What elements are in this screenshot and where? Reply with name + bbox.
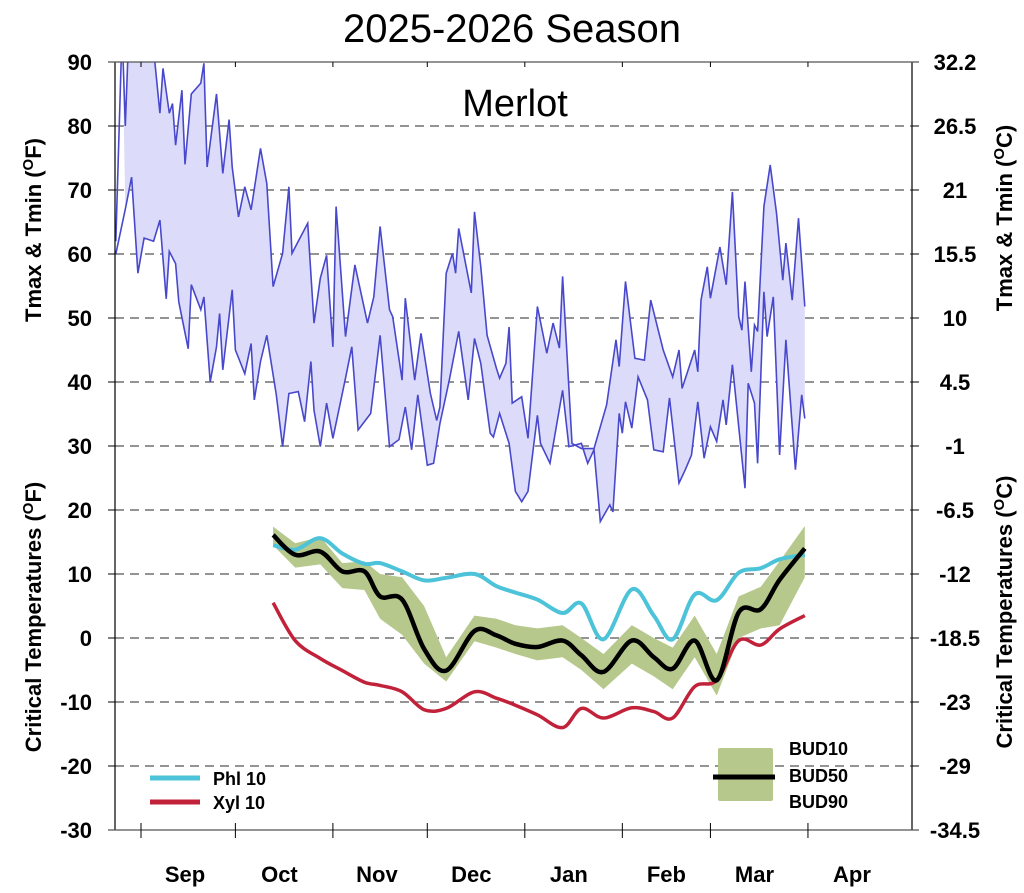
y-tick-label-left: 70	[68, 178, 92, 203]
bud10-bud90-band	[273, 526, 805, 696]
y-tick-label-right: -1	[945, 434, 965, 459]
y-axis-right-title-upper: Tmax & Tmin (OC)	[991, 125, 1017, 311]
y-tick-label-right: 21	[943, 178, 967, 203]
phl10-line	[272, 536, 806, 642]
y-tick-label-right: 10	[943, 306, 967, 331]
y-tick-label-right: -18.5	[930, 626, 980, 651]
legend-bud10-label: BUD10	[789, 739, 848, 759]
y-tick-label-right: -12	[939, 562, 971, 587]
y-tick-label-left: 10	[68, 562, 92, 587]
x-tick-label: Sep	[165, 862, 205, 887]
y-tick-label-right: 15.5	[934, 242, 977, 267]
plot-frame	[108, 61, 919, 838]
bud50-line	[271, 533, 807, 683]
legend-phl-label: Phl 10	[213, 769, 266, 789]
x-tick-label: Mar	[735, 862, 775, 887]
x-tick-label: Jan	[550, 862, 588, 887]
y-axis-right-labels: 32.2 26.5 21 15.5 10 4.5 -1 -6.5 -12 -18.5 -23 -29 -…	[930, 50, 980, 843]
y-tick-label-left: -10	[60, 690, 92, 715]
x-tick-label: Dec	[451, 862, 491, 887]
y-tick-label-left: 80	[68, 114, 92, 139]
y-tick-label-right: -34.5	[930, 818, 980, 843]
y-tick-label-left: -20	[60, 754, 92, 779]
y-tick-label-left: 90	[68, 50, 92, 75]
y-tick-label-right: -6.5	[936, 498, 974, 523]
critical-temperature-series	[271, 526, 807, 730]
x-tick-label: Nov	[356, 862, 398, 887]
legend-xyl-label: Xyl 10	[213, 793, 265, 813]
y-axis-left-labels: 90 80 70 60 50 40 30 20 10 0 -10 -20 -30	[60, 50, 92, 843]
y-axis-left-title-lower: Critical Temperatures (OF)	[20, 482, 46, 752]
y-tick-label-left: 50	[68, 306, 92, 331]
temperature-clip-group	[115, 62, 806, 525]
y-axis-left-title-upper: Tmax & Tmin (OF)	[20, 138, 46, 322]
x-tick-label: Feb	[647, 862, 686, 887]
temperature-series	[115, 62, 806, 525]
legend-bud50-label: BUD50	[789, 766, 848, 786]
y-tick-label-left: 20	[68, 498, 92, 523]
y-tick-label-left: -30	[60, 818, 92, 843]
y-tick-label-right: -23	[939, 690, 971, 715]
y-tick-label-left: 40	[68, 370, 92, 395]
legend-left: Phl 10 Xyl 10	[150, 769, 266, 813]
y-tick-label-left: 60	[68, 242, 92, 267]
chart-subtitle: Merlot	[462, 83, 568, 125]
y-tick-label-right: 26.5	[934, 114, 977, 139]
x-tick-label: Oct	[261, 862, 298, 887]
tmin-line	[115, 177, 806, 525]
x-tick-label: Apr	[833, 862, 871, 887]
y-tick-label-left: 0	[80, 626, 92, 651]
legend-bud90-label: BUD90	[789, 792, 848, 812]
chart-title: 2025-2026 Season	[343, 7, 681, 51]
y-tick-label-right: 32.2	[934, 50, 977, 75]
y-tick-label-left: 30	[68, 434, 92, 459]
tmax-line	[115, 62, 806, 450]
x-axis-labels: Sep Oct Nov Dec Jan Feb Mar Apr	[165, 862, 872, 887]
y-axis-right-title-lower: Critical Temperatures (OC)	[991, 476, 1017, 749]
y-tick-label-right: 4.5	[940, 370, 971, 395]
y-tick-label-right: -29	[939, 754, 971, 779]
legend-right: BUD10 BUD50 BUD90	[713, 739, 848, 812]
